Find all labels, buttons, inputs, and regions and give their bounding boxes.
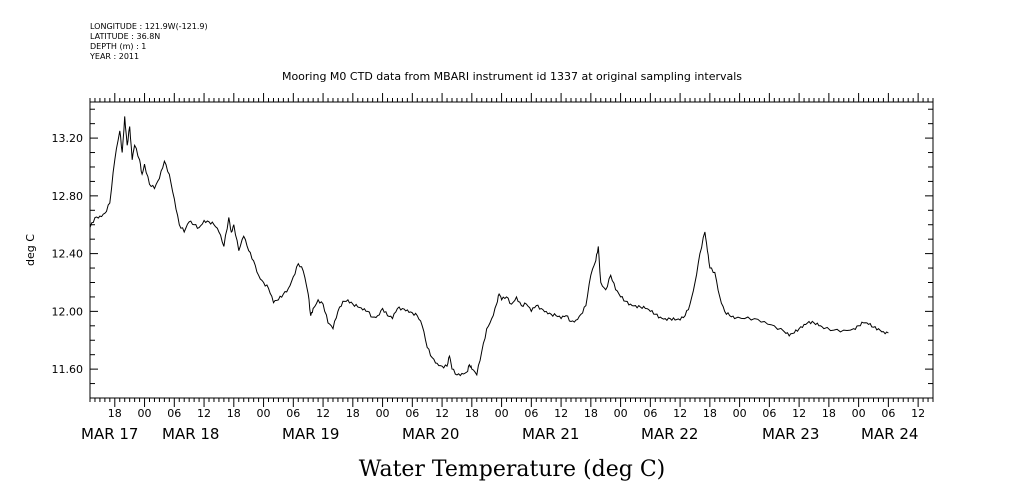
x-tick-label: 12 (435, 407, 449, 420)
year-text: YEAR : 2011 (90, 52, 140, 61)
y-axis: 11.60 12.00 12.40 12.80 13.20 (52, 108, 933, 399)
y-tick-label: 11.60 (52, 363, 84, 376)
x-tick-label: 18 (703, 407, 717, 420)
x-tick-label: 00 (733, 407, 747, 420)
x-tick-label: 06 (286, 407, 300, 420)
y-tick-label: 12.00 (52, 305, 84, 318)
x-date-label: MAR 19 (282, 425, 339, 443)
y-tick-label: 12.40 (52, 248, 84, 261)
x-tick-label: 18 (227, 407, 241, 420)
x-tick-label: 00 (376, 407, 390, 420)
x-tick-label: 06 (405, 407, 419, 420)
x-tick-label: 00 (614, 407, 628, 420)
x-tick-label: 18 (465, 407, 479, 420)
x-date-label: MAR 21 (522, 425, 579, 443)
x-date-label: MAR 22 (641, 425, 698, 443)
x-tick-label: 00 (257, 407, 271, 420)
x-tick-label: 00 (138, 407, 152, 420)
depth-text: DEPTH (m) : 1 (90, 42, 147, 51)
x-axis-label: Water Temperature (deg C) (359, 457, 666, 482)
x-tick-label: 12 (316, 407, 330, 420)
y-tick-label: 12.80 (52, 190, 84, 203)
x-tick-label: 12 (554, 407, 568, 420)
x-tick-label: 06 (881, 407, 895, 420)
x-axis: 18 00 06 12 18 00 06 12 18 00 06 12 18 00 06 12 18 00 06 12… (81, 93, 934, 443)
x-tick-label: 18 (584, 407, 598, 420)
x-tick-label: 18 (822, 407, 836, 420)
longitude-text: LONGITUDE : 121.9W(-121.9) (90, 22, 208, 31)
x-tick-label: 06 (762, 407, 776, 420)
latitude-text: LATITUDE : 36.8N (90, 32, 161, 41)
x-tick-label: 06 (643, 407, 657, 420)
y-axis-label: deg C (24, 234, 37, 266)
x-tick-label: 18 (108, 407, 122, 420)
chart-title: Mooring M0 CTD data from MBARI instrumen… (282, 70, 742, 83)
x-date-label: MAR 18 (162, 425, 219, 443)
x-tick-label: 18 (346, 407, 360, 420)
plot-frame (89, 101, 934, 399)
x-tick-label: 12 (792, 407, 806, 420)
x-tick-label: 12 (197, 407, 211, 420)
x-tick-label: 12 (673, 407, 687, 420)
x-tick-label: 00 (495, 407, 509, 420)
x-tick-label: 12 (911, 407, 925, 420)
x-date-label: MAR 24 (861, 425, 918, 443)
y-tick-label: 13.20 (52, 132, 84, 145)
metadata-block: LONGITUDE : 121.9W(-121.9) LATITUDE : 36… (90, 22, 208, 62)
x-tick-label: 00 (852, 407, 866, 420)
series-line-water-temperature (89, 116, 889, 377)
x-date-label: MAR 17 (81, 425, 138, 443)
x-date-label: MAR 23 (762, 425, 819, 443)
x-tick-label: 06 (167, 407, 181, 420)
x-date-label: MAR 20 (402, 425, 459, 443)
x-tick-label: 06 (524, 407, 538, 420)
